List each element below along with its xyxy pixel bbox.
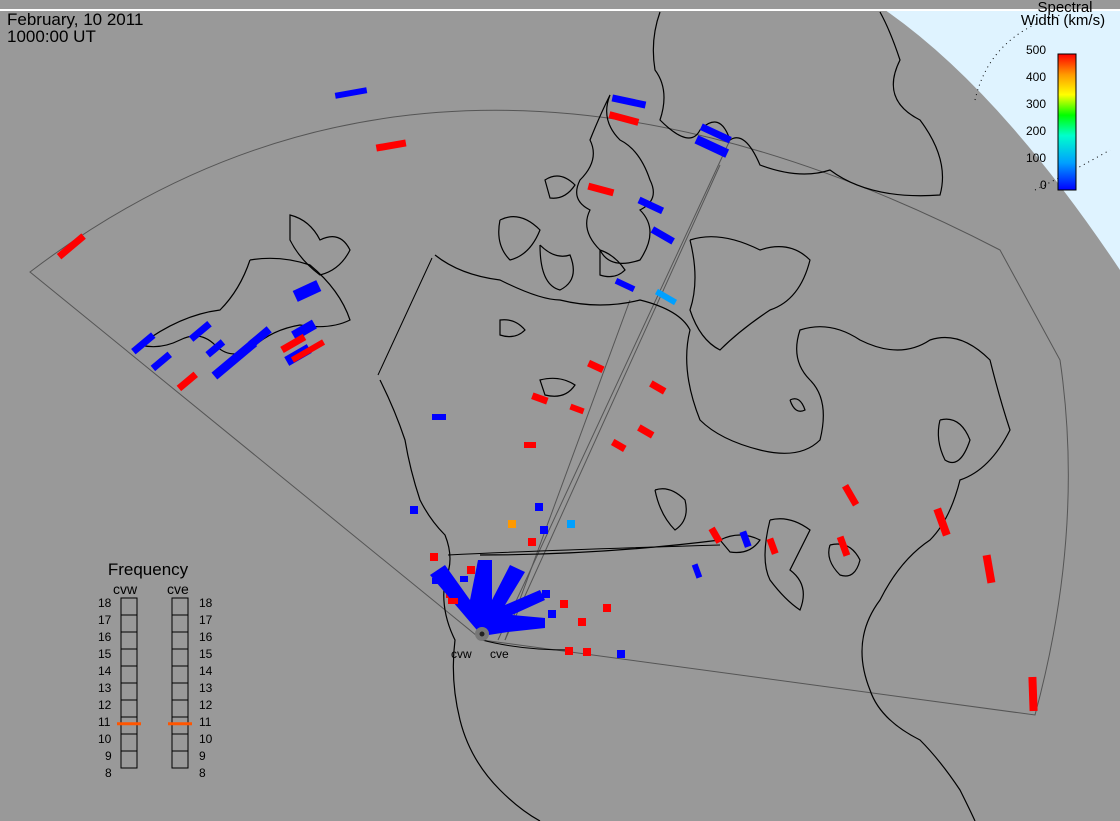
freq-scale-right: 11	[199, 715, 212, 729]
range-arc	[479, 539, 721, 556]
freq-scale-left: 10	[98, 732, 112, 746]
freq-scale-left: 14	[98, 664, 112, 678]
near-range-fan	[430, 560, 545, 636]
freq-scale-left: 16	[98, 630, 112, 644]
freq-scale-right: 9	[199, 749, 206, 763]
time-label: 1000:00 UT	[7, 27, 96, 46]
freq-scale-right: 14	[199, 664, 213, 678]
echo-cells	[56, 87, 1038, 712]
date-label: February, 10 2011	[7, 10, 144, 29]
colorbar-tick: 0	[1040, 178, 1047, 192]
radar-label-east: cve	[490, 647, 509, 661]
field-of-view	[29, 109, 1069, 716]
frequency-title: Frequency	[107, 560, 189, 579]
freq-scale-right: 8	[199, 766, 206, 780]
freq-scale-left: 9	[105, 749, 112, 763]
freq-scale-left: 18	[98, 596, 112, 610]
freq-scale-right: 12	[199, 698, 213, 712]
radar-label-west: cvw	[451, 647, 472, 661]
colorbar-tick: 200	[1026, 124, 1047, 138]
freq-scale-right: 16	[199, 630, 213, 644]
freq-scale-right: 18	[199, 596, 213, 610]
colorbar-title: Spectral	[1037, 0, 1093, 16]
sky-region	[885, 10, 1120, 270]
radar-beam	[497, 139, 731, 641]
colorbar	[1057, 53, 1077, 191]
freq-scale-left: 13	[98, 681, 112, 695]
freq-scale-right: 13	[199, 681, 213, 695]
colorbar-tick: 300	[1026, 97, 1047, 111]
colorbar-tick: 500	[1026, 43, 1047, 57]
freq-scale-right: 10	[199, 732, 213, 746]
cvw-gauge-label: cvw	[113, 581, 138, 597]
freq-scale-right: 17	[199, 613, 213, 627]
colorbar-title-units: Width (km/s)	[1020, 12, 1106, 29]
freq-scale-left: 8	[105, 766, 112, 780]
coastlines	[138, 11, 1011, 821]
gauge-ticks	[121, 614, 188, 752]
radar-beam	[504, 164, 721, 641]
radar-beam	[504, 299, 631, 641]
freq-scale-left: 15	[98, 647, 112, 661]
political-borders	[377, 257, 721, 651]
radar-site-dot	[479, 631, 485, 637]
freq-scale-right: 15	[199, 647, 213, 661]
cve-gauge-label: cve	[167, 581, 189, 597]
colorbar-tick: 100	[1026, 151, 1047, 165]
freq-scale-left: 17	[98, 613, 112, 627]
freq-scale-left: 12	[98, 698, 112, 712]
freq-scale-left: 11	[98, 715, 111, 729]
colorbar-tick: 400	[1026, 70, 1047, 84]
